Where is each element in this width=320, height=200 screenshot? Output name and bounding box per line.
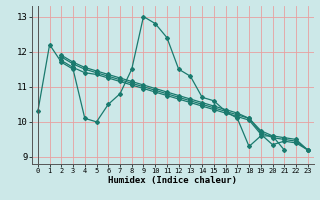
X-axis label: Humidex (Indice chaleur): Humidex (Indice chaleur): [108, 176, 237, 185]
